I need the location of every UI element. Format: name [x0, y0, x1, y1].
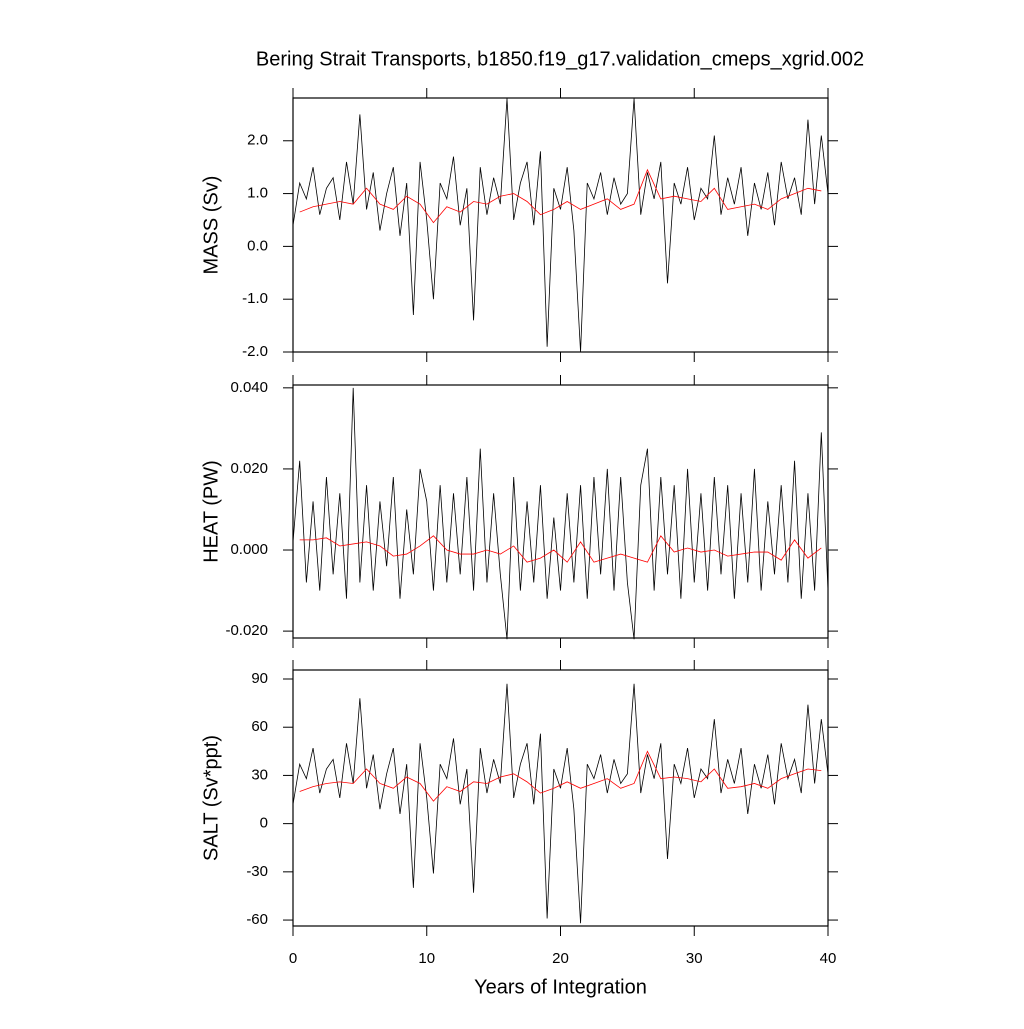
x-tick-label: 30: [686, 950, 703, 967]
y-tick-label: -30: [246, 863, 268, 880]
y-axis-label: HEAT (PW): [200, 460, 222, 563]
y-tick-label: 90: [251, 670, 268, 687]
line: [292, 683, 829, 924]
line: [292, 98, 829, 353]
line: [299, 750, 822, 802]
y-tick-label: -60: [246, 911, 268, 928]
y-tick-label: 30: [251, 766, 268, 783]
x-tick-label: 10: [418, 950, 435, 967]
y-tick-label: -2.0: [242, 343, 268, 360]
x-tick-label: 40: [820, 950, 837, 967]
y-tick-label: -1.0: [242, 290, 268, 307]
plot-frame: [292, 384, 829, 639]
y-tick-label: 0.020: [230, 460, 268, 477]
y-tick-label: 0.000: [230, 541, 268, 558]
y-tick-label: 0: [260, 815, 268, 832]
y-axis-label: MASS (Sv): [200, 176, 222, 275]
y-tick-label: 60: [251, 718, 268, 735]
y-tick-label: 1.0: [247, 185, 268, 202]
chart-title: Bering Strait Transports, b1850.f19_g17.…: [256, 48, 864, 70]
y-tick-label: -0.020: [225, 622, 268, 639]
y-axis-label: SALT (Sv*ppt): [200, 735, 222, 861]
line: [299, 535, 822, 563]
line: [299, 168, 822, 224]
plot-frame: [292, 669, 829, 927]
y-tick-label: 0.040: [230, 379, 268, 396]
x-axis-label: Years of Integration: [474, 976, 647, 998]
y-tick-label: 0.0: [247, 237, 268, 254]
y-tick-label: 2.0: [247, 132, 268, 149]
x-tick-label: 0: [289, 950, 297, 967]
plot-frame: [292, 97, 829, 353]
line: [292, 387, 829, 640]
x-tick-label: 20: [552, 950, 569, 967]
